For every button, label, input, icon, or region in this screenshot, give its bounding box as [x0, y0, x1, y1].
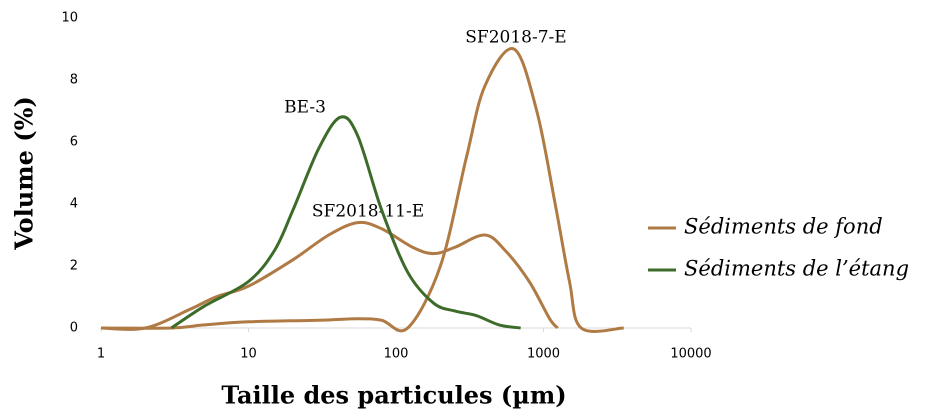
y-tick-label: 8	[70, 73, 78, 88]
line	[100, 220, 559, 331]
y-axis-title: Volume (%)	[10, 96, 39, 251]
x-tick-label: 10	[240, 347, 257, 362]
y-tick-label: 2	[70, 259, 78, 274]
x-tick-label: 10000	[670, 347, 711, 362]
line	[170, 115, 521, 330]
y-tick-label: 0	[70, 321, 78, 336]
x-tick-label: 100	[384, 347, 409, 362]
x-tick-label: 1	[97, 347, 105, 362]
annotation: SF2018-7-E	[465, 28, 566, 48]
y-tick-label: 6	[70, 135, 78, 150]
y-tick-label: 10	[61, 11, 78, 26]
annotation: SF2018-11-E	[312, 202, 424, 222]
y-tick-label: 4	[70, 197, 78, 212]
line	[100, 47, 624, 333]
annotation: BE-3	[284, 98, 326, 118]
x-tick-label: 1000	[527, 347, 560, 362]
legend-label: Sédiments de l’étang	[684, 257, 909, 281]
legend-label: Sédiments de fond	[684, 215, 883, 239]
x-axis-title: Taille des particules (µm)	[221, 381, 566, 410]
